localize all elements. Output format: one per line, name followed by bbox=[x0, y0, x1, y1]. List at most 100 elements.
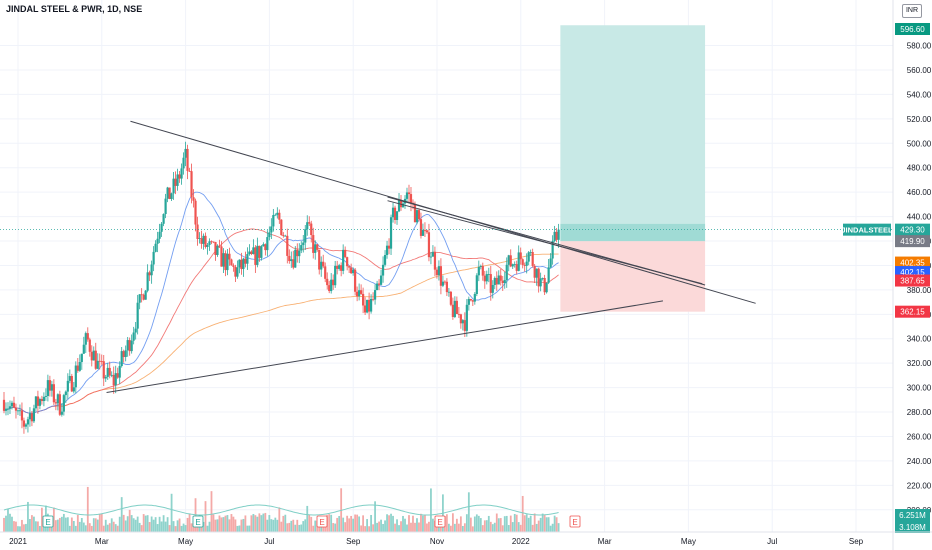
volume-bar bbox=[33, 516, 35, 532]
volume-bar bbox=[264, 512, 267, 532]
volume-bar bbox=[80, 518, 83, 532]
volume-bar bbox=[116, 525, 119, 532]
volume-bar bbox=[214, 519, 217, 532]
candle-body bbox=[2, 399, 6, 411]
volume-bar bbox=[304, 519, 307, 532]
candle-body bbox=[425, 230, 429, 233]
time-tick-label: Nov bbox=[430, 537, 444, 546]
earnings-label: E bbox=[45, 518, 50, 527]
candle-body bbox=[216, 245, 219, 255]
volume-label: 6.251M bbox=[895, 509, 930, 521]
volume-bar bbox=[414, 522, 416, 532]
candle-body bbox=[146, 272, 149, 291]
volume-bar bbox=[511, 522, 514, 532]
candle-body bbox=[511, 264, 514, 267]
volume-bar bbox=[501, 525, 504, 532]
candle-body bbox=[503, 280, 506, 284]
price-tick-label: 220.00 bbox=[907, 481, 932, 490]
currency-badge[interactable]: INR bbox=[902, 4, 922, 18]
candle-body bbox=[32, 408, 36, 422]
volume-bar bbox=[545, 517, 548, 532]
volume-bar bbox=[110, 518, 113, 532]
volume-bar bbox=[166, 517, 169, 532]
price-label-entry: 419.90 bbox=[895, 235, 930, 248]
candle-body bbox=[330, 279, 333, 292]
volume-bar bbox=[212, 514, 215, 532]
candle-body bbox=[42, 396, 46, 402]
candle-body bbox=[100, 361, 103, 362]
open-pnl-zone bbox=[560, 223, 706, 242]
candle-body bbox=[28, 413, 32, 420]
candle-body bbox=[246, 254, 249, 264]
moving-average-line bbox=[3, 228, 559, 414]
volume-bar bbox=[294, 524, 297, 532]
volume-label-bg bbox=[895, 521, 930, 533]
candle-body bbox=[328, 285, 331, 292]
volume-bar bbox=[420, 513, 422, 532]
time-tick-label: Sep bbox=[849, 537, 864, 546]
earnings-badge bbox=[192, 515, 204, 528]
volume-bar bbox=[210, 491, 213, 532]
volume-bar bbox=[62, 513, 65, 532]
volume-bar bbox=[106, 524, 109, 532]
volume-bar bbox=[489, 521, 492, 532]
volume-bar bbox=[96, 519, 99, 532]
candle-body bbox=[14, 407, 18, 411]
price-label-text: 419.90 bbox=[900, 237, 925, 246]
volume-bar bbox=[27, 501, 29, 532]
price-label-bg bbox=[895, 256, 930, 269]
volume-bar bbox=[41, 507, 43, 532]
volume-bar bbox=[140, 525, 143, 532]
volume-bar bbox=[447, 523, 450, 532]
price-label-ma-red: 387.65 bbox=[895, 274, 930, 287]
volume-bar bbox=[168, 525, 171, 532]
candle-body bbox=[362, 293, 365, 306]
volume-bar bbox=[84, 525, 87, 532]
volume-label-text: 6.251M bbox=[899, 511, 926, 520]
volume-bar bbox=[555, 517, 558, 532]
volume-bar bbox=[356, 514, 359, 532]
candle-body bbox=[278, 212, 281, 220]
candle-body bbox=[34, 396, 38, 409]
volume-bar bbox=[7, 509, 9, 532]
candle-body bbox=[282, 235, 285, 237]
candle-body bbox=[294, 249, 297, 268]
candle-body bbox=[326, 278, 329, 286]
candle-body bbox=[367, 299, 371, 312]
candle-body bbox=[184, 148, 187, 158]
candle-body bbox=[379, 275, 383, 285]
volume-bar bbox=[386, 514, 388, 532]
volume-bar bbox=[487, 515, 490, 532]
volume-bar bbox=[90, 525, 93, 532]
price-label-bg bbox=[895, 305, 930, 318]
volume-bar bbox=[276, 519, 279, 532]
candle-body bbox=[208, 241, 211, 245]
volume-bar bbox=[25, 523, 27, 532]
earnings-label: E bbox=[195, 518, 200, 527]
time-tick-label: Jul bbox=[767, 537, 777, 546]
candle-body bbox=[236, 267, 239, 277]
volume-bar bbox=[60, 516, 63, 532]
candle-body bbox=[509, 255, 512, 267]
trendline bbox=[387, 200, 703, 285]
candle-body bbox=[130, 340, 133, 352]
volume-bar bbox=[505, 515, 508, 532]
volume-bar bbox=[513, 513, 516, 532]
candle-body bbox=[501, 280, 504, 284]
candle-body bbox=[455, 300, 458, 314]
time-tick-label: May bbox=[178, 537, 193, 546]
candle-body bbox=[334, 265, 337, 286]
candle-body bbox=[519, 252, 522, 260]
candle-body bbox=[144, 290, 147, 300]
candle-body bbox=[515, 264, 518, 271]
candle-body bbox=[443, 281, 447, 283]
candle-body bbox=[138, 294, 141, 303]
volume-bar bbox=[254, 515, 257, 532]
candle-body bbox=[491, 285, 494, 293]
volume-bar bbox=[551, 523, 554, 532]
volume-bar bbox=[412, 515, 414, 532]
volume-label: 3.108M bbox=[895, 521, 930, 533]
candle-body bbox=[523, 264, 526, 266]
volume-bar bbox=[19, 526, 21, 532]
